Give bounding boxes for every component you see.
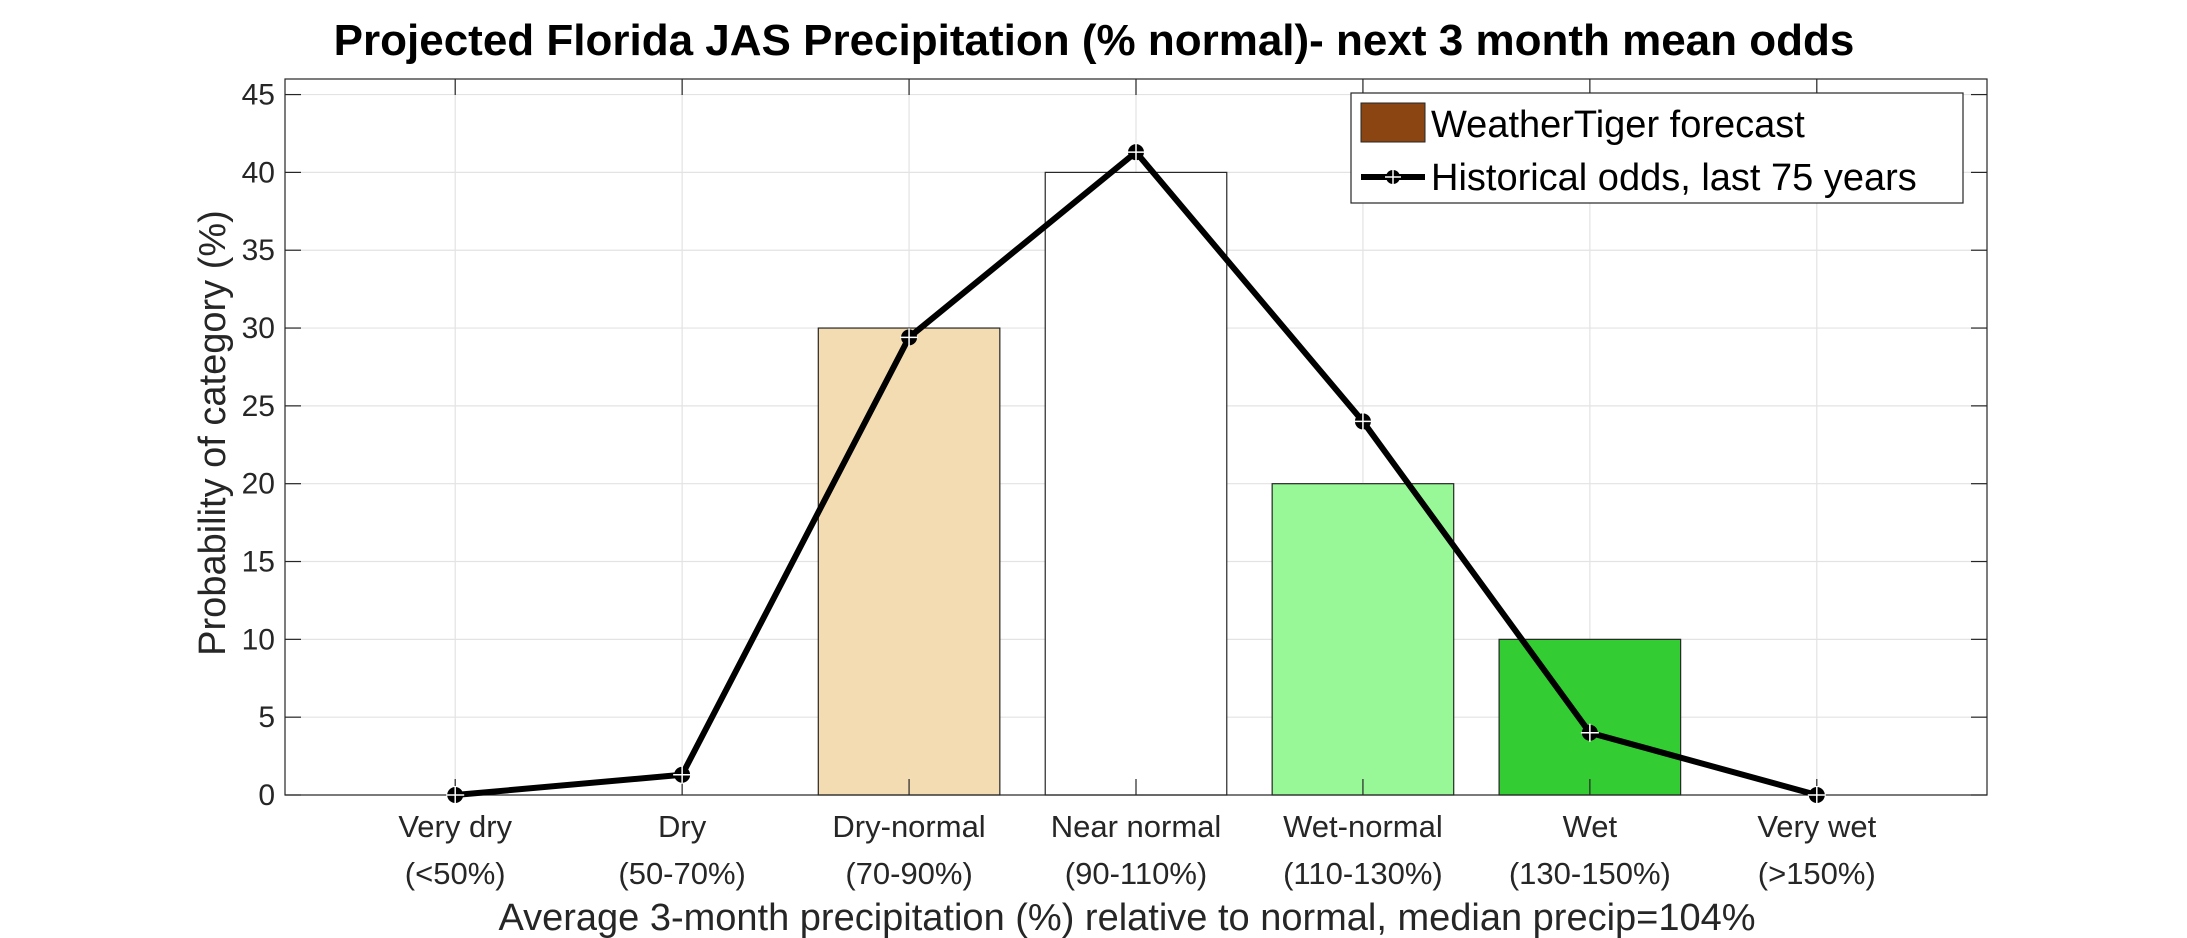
y-tick-label: 40 — [242, 156, 275, 189]
historical-line — [446, 143, 1826, 804]
x-tick-label-range: (70-90%) — [845, 856, 973, 891]
x-tick-label-name: Near normal — [1051, 809, 1222, 844]
historical-point-4 — [1353, 412, 1372, 431]
x-tick-label-range: (<50%) — [405, 856, 506, 891]
y-axis-ticks: 0 5 10 15 20 25 30 35 40 45 — [242, 79, 1987, 812]
y-tick-label: 15 — [242, 546, 275, 579]
y-tick-label: 5 — [258, 701, 275, 734]
legend: WeatherTiger forecast Historical odds, l… — [1350, 92, 1964, 204]
bar-4 — [1271, 483, 1455, 796]
x-tick-label-name: Very wet — [1757, 809, 1876, 844]
x-tick-label-name: Wet — [1563, 809, 1618, 844]
y-tick-label: 35 — [242, 234, 275, 267]
legend-box — [1350, 92, 1964, 204]
y-tick-label: 10 — [242, 623, 275, 656]
historical-point-5 — [1580, 723, 1599, 742]
x-tick-label-range: (110-130%) — [1283, 856, 1443, 891]
y-tick-label: 0 — [258, 779, 275, 812]
x-tick-label-range: (>150%) — [1758, 856, 1876, 891]
historical-point-1 — [673, 765, 692, 784]
historical-point-3 — [1127, 143, 1145, 162]
legend-marker-historical — [1385, 169, 1401, 185]
y-axis-label: Probability of category (%) — [192, 210, 234, 656]
legend-swatch-forecast — [1360, 102, 1426, 143]
bar-3 — [1044, 171, 1228, 796]
bar-2 — [817, 327, 1001, 796]
historical-point-2 — [900, 328, 919, 347]
y-tick-label: 30 — [242, 312, 275, 345]
legend-label-forecast: WeatherTiger forecast — [1431, 104, 1805, 146]
x-axis-label: Average 3-month precipitation (%) relati… — [498, 897, 1755, 938]
y-tick-label: 20 — [242, 468, 275, 501]
x-tick-label-name: Very dry — [398, 809, 512, 844]
x-tick-label-name: Dry-normal — [832, 809, 985, 844]
forecast-bars — [817, 171, 1682, 796]
legend-label-historical: Historical odds, last 75 years — [1431, 157, 1917, 199]
x-tick-label-name: Dry — [658, 809, 707, 844]
historical-point-0 — [446, 786, 465, 804]
y-tick-label: 25 — [242, 390, 275, 423]
x-tick-label-range: (50-70%) — [618, 856, 746, 891]
bar-5 — [1498, 638, 1682, 796]
x-axis-ticks: Very dry (<50%) Dry (50-70%) Dry-normal (70-9… — [398, 79, 1877, 891]
y-tick-label: 45 — [242, 79, 275, 112]
x-tick-label-name: Wet-normal — [1283, 809, 1443, 844]
x-tick-label-range: (130-150%) — [1509, 856, 1671, 891]
historical-point-6 — [1807, 786, 1826, 804]
x-tick-label-range: (90-110%) — [1065, 856, 1207, 891]
chart-title: Projected Florida JAS Precipitation (% n… — [334, 16, 1855, 65]
